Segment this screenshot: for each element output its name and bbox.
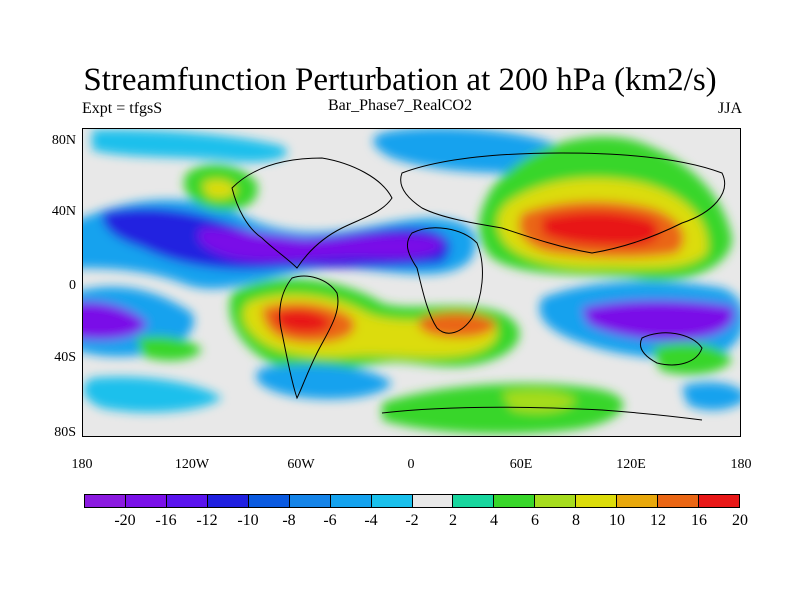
colorbar-label: -4	[364, 512, 378, 529]
colorbar-label: 2	[449, 512, 457, 529]
colorbar-label: 16	[691, 512, 707, 529]
lat-tick-label: 40N	[51, 204, 76, 219]
lat-tick-label: 0	[69, 278, 76, 293]
colorbar-swatch	[289, 495, 331, 507]
colorbar-swatch	[330, 495, 372, 507]
colorbar-label: -2	[405, 512, 419, 529]
colorbar-swatch	[617, 495, 659, 507]
negative-anomaly-band-south	[82, 301, 147, 340]
negative-anomaly-south-ocean	[83, 376, 222, 413]
season-label: JJA	[717, 100, 742, 117]
colorbar-label: -6	[323, 512, 337, 529]
negative-anomaly-south-east	[682, 382, 741, 411]
colorbar-label: 10	[609, 512, 625, 529]
positive-anomaly-south-pacific	[137, 336, 202, 361]
colorbar-swatch	[576, 495, 618, 507]
colorbar-swatch	[453, 495, 495, 507]
positive-anomaly-south-indian	[418, 312, 497, 338]
colorbar-label: 4	[490, 512, 498, 529]
positive-anomaly-core	[275, 309, 332, 333]
colorbar-swatch	[207, 495, 249, 507]
map-panel	[82, 128, 741, 437]
map-frame	[82, 128, 741, 437]
lon-tick-label: 60W	[287, 457, 315, 472]
negative-anomaly-arctic	[92, 129, 288, 163]
lon-tick-label: 180	[730, 457, 752, 472]
lon-tick-label: 60E	[509, 457, 533, 472]
lat-tick-label: 80S	[54, 425, 76, 440]
colorbar-label: 8	[572, 512, 580, 529]
lon-tick-label: 180	[71, 457, 93, 472]
positive-anomaly-north-pacific	[202, 179, 237, 199]
colorbar-label: 12	[650, 512, 666, 529]
case-label: Bar_Phase7_RealCO2	[328, 97, 472, 114]
positive-anomaly-south-pacific-east	[652, 342, 732, 375]
colorbar-label: -20	[114, 512, 136, 529]
colorbar-swatch	[166, 495, 208, 507]
colorbar-swatch	[699, 495, 739, 507]
colorbar-label: 20	[732, 512, 748, 529]
lon-tick-label: 120E	[616, 457, 646, 472]
colorbar	[84, 494, 740, 508]
experiment-label: Expt = tfgsS	[82, 100, 163, 117]
lat-tick-label: 80N	[51, 133, 76, 148]
lat-tick-label: 40S	[54, 350, 76, 365]
colorbar-swatch	[412, 495, 454, 507]
colorbar-label: -16	[155, 512, 177, 529]
colorbar-swatch	[658, 495, 700, 507]
streamfunction-field	[82, 128, 741, 437]
negative-anomaly-arctic	[373, 128, 565, 173]
colorbar-swatch	[248, 495, 290, 507]
colorbar-label: -12	[196, 512, 218, 529]
lon-tick-label: 0	[407, 457, 415, 472]
colorbar-label: -8	[282, 512, 296, 529]
colorbar-swatch	[85, 495, 126, 507]
negative-anomaly-band-south	[582, 300, 735, 341]
map-title: Streamfunction Perturbation at 200 hPa (…	[83, 62, 717, 98]
colorbar-swatch	[125, 495, 167, 507]
lon-tick-label: 120W	[174, 457, 210, 472]
coastlines	[231, 152, 726, 421]
colorbar-label: 6	[531, 512, 539, 529]
colorbar-swatch	[535, 495, 577, 507]
positive-anomaly-core	[542, 211, 659, 246]
colorbar-label: -10	[237, 512, 259, 529]
colorbar-swatch	[494, 495, 536, 507]
colorbar-swatch	[371, 495, 413, 507]
